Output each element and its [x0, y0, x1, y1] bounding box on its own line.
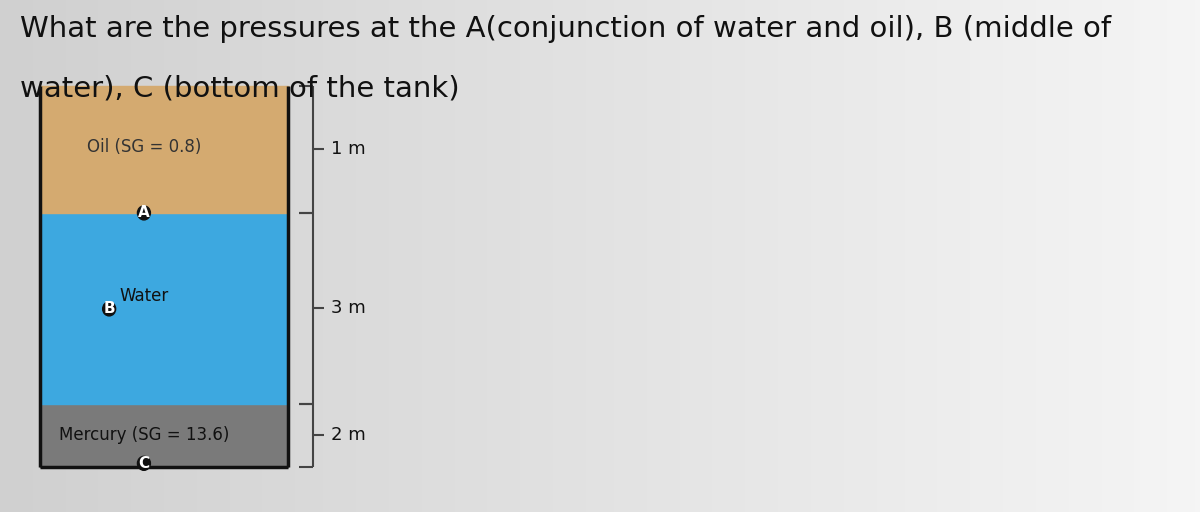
Text: A: A: [138, 205, 150, 220]
Text: Oil (SG = 0.8): Oil (SG = 0.8): [86, 138, 202, 156]
Circle shape: [138, 456, 150, 471]
Circle shape: [138, 206, 150, 220]
Text: 3 m: 3 m: [331, 299, 366, 317]
Text: What are the pressures at the A(conjunction of water and oil), B (middle of: What are the pressures at the A(conjunct…: [20, 15, 1111, 44]
Bar: [40, 403, 288, 467]
Text: Mercury (SG = 13.6): Mercury (SG = 13.6): [59, 426, 229, 444]
Text: water), C (bottom of the tank): water), C (bottom of the tank): [20, 74, 460, 102]
Text: Water: Water: [119, 287, 168, 305]
Circle shape: [103, 302, 115, 316]
Bar: [40, 86, 288, 213]
Text: 2 m: 2 m: [331, 426, 366, 444]
Text: C: C: [138, 456, 150, 471]
Text: B: B: [103, 302, 115, 316]
Text: 1 m: 1 m: [331, 140, 366, 158]
Bar: [40, 213, 288, 403]
